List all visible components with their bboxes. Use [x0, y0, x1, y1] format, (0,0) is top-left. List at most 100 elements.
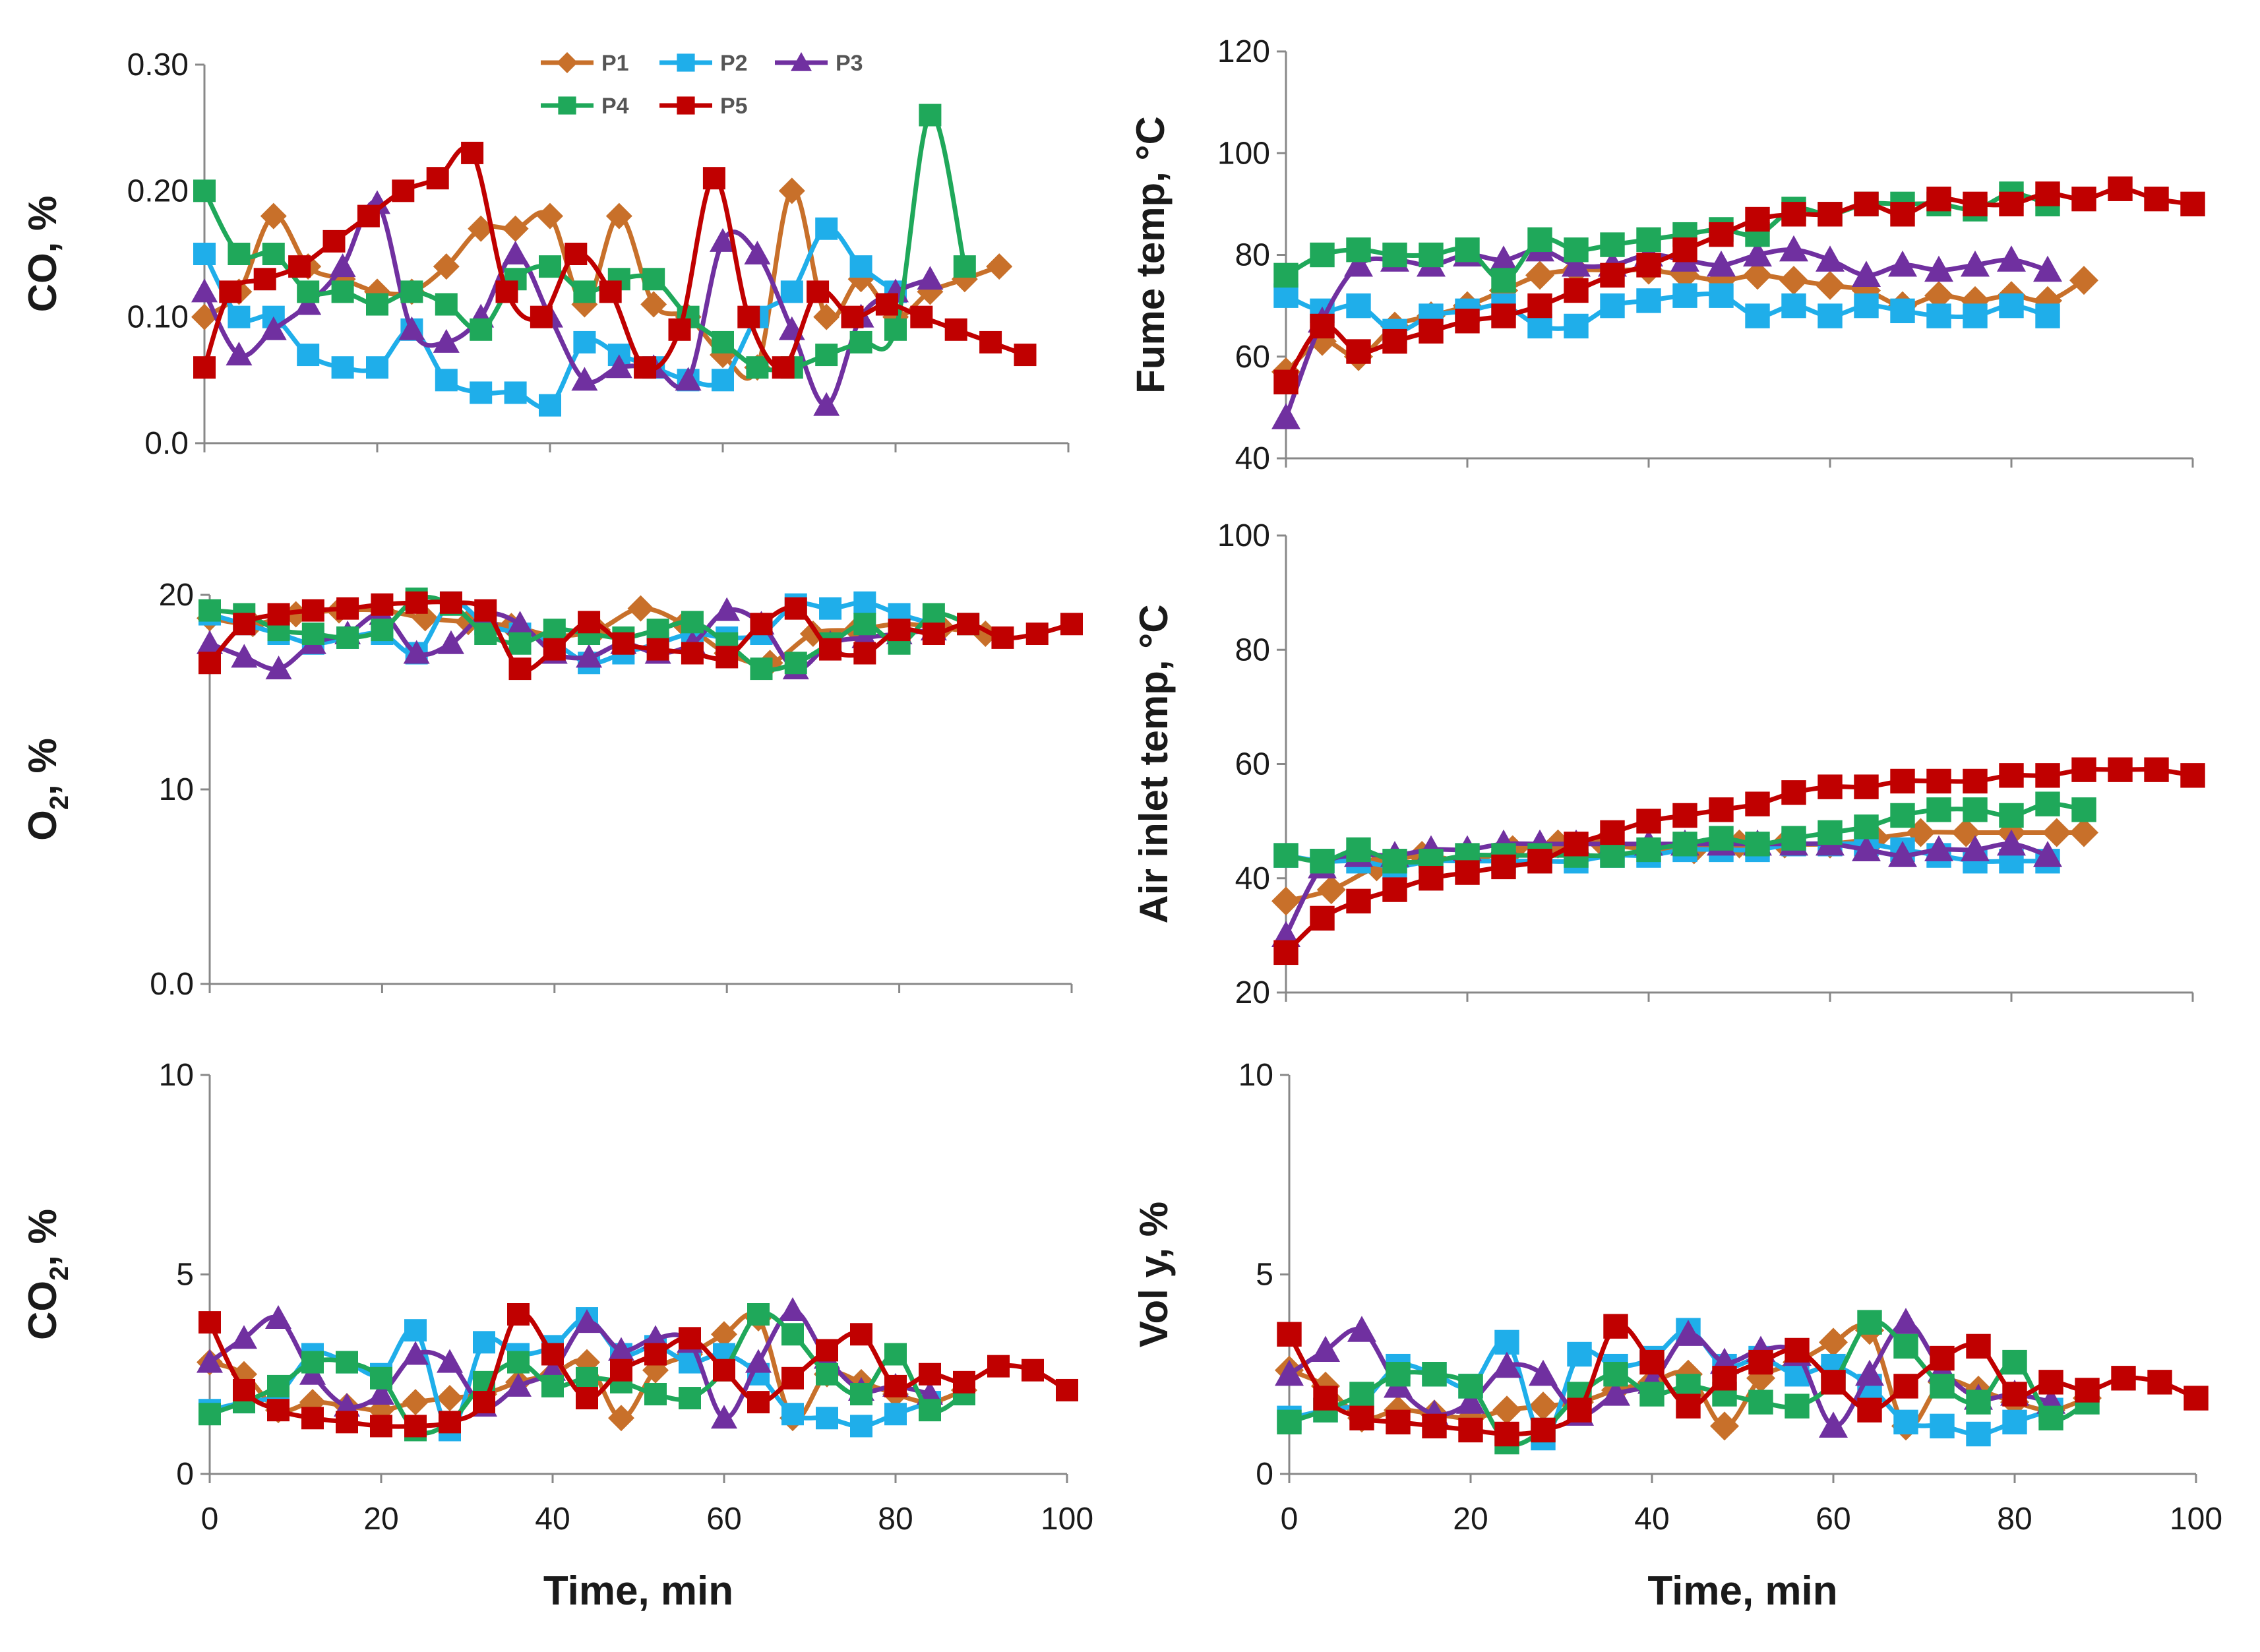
data-point-p1	[2069, 266, 2098, 295]
legend-item-p4: P4	[541, 94, 629, 119]
data-point-p5	[1672, 803, 1697, 828]
data-point-p2	[473, 1331, 495, 1354]
data-point-p1	[433, 253, 460, 280]
y-tick-label: 120	[1217, 34, 1270, 69]
data-point-p3	[642, 1325, 669, 1349]
data-point-p2	[1893, 1409, 1918, 1435]
data-point-p5	[1060, 613, 1083, 636]
data-point-p5	[2108, 757, 2133, 782]
data-point-p5	[2180, 763, 2205, 788]
data-point-p4	[646, 619, 669, 642]
data-point-p4	[543, 619, 566, 642]
data-point-p5	[1672, 237, 1697, 262]
data-point-p5	[199, 1311, 221, 1334]
data-point-p5	[322, 229, 346, 253]
y-tick-label: 0.0	[144, 426, 189, 461]
data-point-p4	[1603, 1362, 1628, 1387]
data-point-p4	[747, 1303, 770, 1326]
data-point-p5	[1930, 1345, 1955, 1371]
data-point-p4	[815, 344, 838, 367]
series-p5	[1273, 176, 2205, 395]
data-point-p1	[260, 202, 287, 229]
data-point-p1	[1743, 260, 1772, 290]
data-point-p4	[1854, 814, 1879, 840]
data-point-p3	[1888, 250, 1917, 277]
data-point-p5	[473, 1391, 495, 1414]
data-point-p5	[2071, 186, 2096, 212]
data-point-p3	[608, 1337, 634, 1361]
data-point-p2	[819, 597, 842, 620]
data-point-p1	[437, 1385, 463, 1412]
data-point-p4	[336, 1351, 358, 1374]
series-line-p5	[1284, 186, 2193, 384]
data-point-p4	[919, 104, 942, 127]
data-point-p4	[1748, 1390, 1773, 1415]
y-tick-label: 100	[1217, 136, 1270, 171]
data-point-p3	[403, 640, 430, 664]
data-point-p5	[1963, 768, 1988, 794]
data-point-p5	[253, 268, 276, 291]
data-point-p3	[714, 597, 741, 621]
legend-swatch-marker	[677, 96, 695, 115]
data-point-p4	[1273, 262, 1298, 288]
x-tick-label: 40	[1634, 1502, 1669, 1537]
data-point-p5	[219, 280, 242, 303]
data-point-p4	[1639, 1382, 1664, 1407]
data-point-p3	[1852, 260, 1881, 287]
data-point-p4	[400, 280, 423, 303]
data-point-p1	[1316, 875, 1346, 905]
data-point-p5	[1458, 1417, 1483, 1443]
data-point-p4	[1600, 232, 1625, 257]
data-point-p5	[1636, 809, 1661, 834]
data-point-p2	[780, 280, 803, 303]
data-point-p4	[301, 623, 324, 645]
data-point-p5	[781, 1366, 804, 1390]
data-point-p4	[884, 1343, 907, 1366]
data-point-p5	[288, 255, 311, 278]
data-point-p5	[193, 356, 216, 379]
data-point-p5	[426, 167, 449, 190]
data-point-p5	[1014, 344, 1037, 367]
data-point-p5	[668, 318, 691, 341]
data-point-p1	[608, 1405, 634, 1432]
y-tick-label: 100	[1217, 518, 1270, 553]
chart-panel-4: 20 40 60 80 100 Air inlet temp, °C	[1132, 518, 2205, 1010]
y-tick-label: 20	[159, 578, 194, 613]
data-point-p3	[1344, 250, 1373, 277]
data-point-p2	[849, 255, 872, 278]
series-p5	[199, 1303, 1078, 1438]
data-point-p2	[1999, 293, 2024, 319]
data-point-p5	[1639, 1349, 1664, 1375]
data-point-p3	[1489, 245, 1518, 272]
data-point-p4	[262, 243, 285, 265]
y-tick-label: 60	[1235, 340, 1270, 375]
data-point-p2	[1745, 303, 1770, 328]
data-point-p3	[1311, 1335, 1340, 1362]
legend-swatch-marker	[677, 53, 695, 72]
data-point-p4	[1930, 1374, 1955, 1399]
data-point-p4	[1709, 826, 1734, 851]
data-point-p5	[1494, 1421, 1519, 1447]
data-point-p5	[1564, 278, 1589, 303]
data-point-p4	[750, 658, 773, 681]
data-point-p1	[1779, 266, 1808, 295]
x-tick-label: 60	[1816, 1502, 1850, 1537]
y-axis-title: Fume temp, °C	[1128, 116, 1173, 394]
data-point-p1	[2069, 818, 2098, 847]
y-tick-label: 0.0	[150, 967, 194, 1002]
data-point-p4	[1527, 227, 1552, 253]
data-point-p4	[1926, 797, 1951, 822]
data-point-p3	[813, 392, 840, 416]
data-point-p4	[1564, 237, 1589, 262]
data-point-p5	[853, 642, 876, 665]
data-point-p4	[1310, 849, 1335, 874]
data-point-p5	[1821, 1370, 1846, 1395]
data-point-p5	[1491, 854, 1516, 880]
data-point-p3	[1961, 835, 1990, 862]
y-axis-title: CO, %	[20, 196, 65, 313]
y-tick-label: 0	[1256, 1457, 1273, 1492]
data-point-p2	[781, 1403, 804, 1426]
data-point-p5	[1382, 877, 1407, 902]
data-point-p3	[329, 253, 356, 278]
